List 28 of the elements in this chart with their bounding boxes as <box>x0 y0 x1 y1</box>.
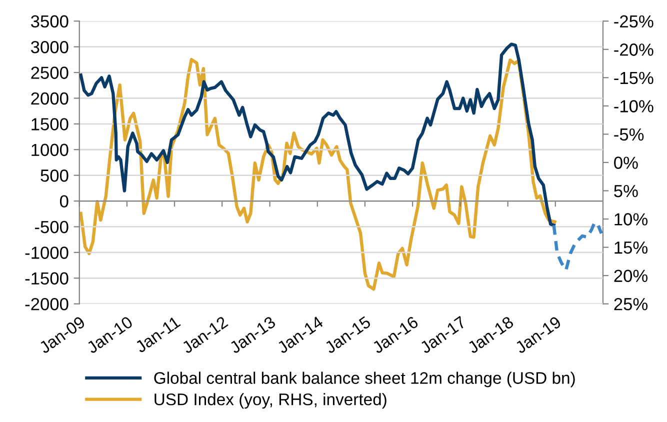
y2-tick-label: 20% <box>614 270 648 282</box>
line-series <box>552 221 603 272</box>
y-tick-label: 2000 <box>31 92 68 105</box>
y2-tick-label: 5% <box>614 184 638 198</box>
y-tick-label: -1500 <box>25 272 68 285</box>
y-tick-label: 1500 <box>32 118 68 130</box>
y-tick-label: -500 <box>34 220 68 234</box>
y-tick-label: 1000 <box>32 144 68 156</box>
y2-tick-label: -20% <box>614 44 654 56</box>
line-series <box>79 58 556 291</box>
y2-tick-label: -5% <box>614 128 644 141</box>
y-tick-label: 0 <box>60 195 68 208</box>
y2-tick-label: -15% <box>614 72 654 84</box>
y-tick-label: 500 <box>40 169 68 182</box>
y2-tick-label: 0% <box>614 156 638 169</box>
y-tick-label: 3500 <box>31 15 68 28</box>
y2-tick-label: 10% <box>614 213 648 226</box>
y-tick-label: -1000 <box>25 246 68 259</box>
legend-label: USD Index (yoy, RHS, inverted) <box>154 393 386 409</box>
y2-tick-label: -25% <box>614 15 654 28</box>
y-tick-label: 3000 <box>31 40 68 54</box>
y2-tick-label: 25% <box>614 298 648 310</box>
line-series <box>79 42 556 227</box>
y-tick-label: 2500 <box>31 66 68 79</box>
legend-label: Global central bank balance sheet 12m change (USD bn) <box>154 372 575 388</box>
y2-tick-label: 15% <box>614 242 648 254</box>
y2-tick-label: -10% <box>614 100 654 112</box>
y-tick-label: -2000 <box>25 298 68 310</box>
